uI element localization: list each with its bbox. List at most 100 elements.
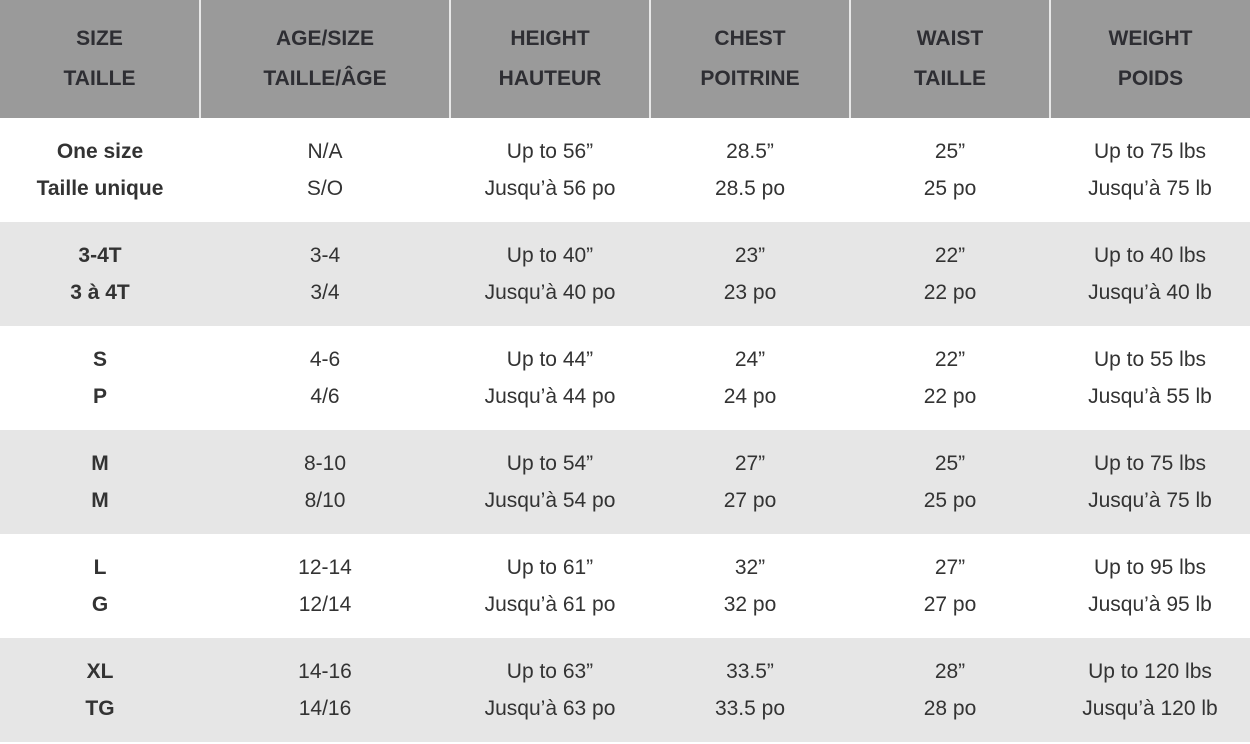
cell-en: Up to 40” xyxy=(506,244,594,267)
cell-en: N/A xyxy=(307,140,343,163)
cell-fr: 25 po xyxy=(923,177,977,200)
cell-en: Up to 55 lbs xyxy=(1093,348,1207,371)
cell-en: 8-10 xyxy=(303,452,347,475)
table-row: L G 12-14 12/14 Up to 61” Jusqu’à 61 po 32” 32 … xyxy=(0,534,1250,638)
cell-en: 28” xyxy=(934,660,966,683)
table-cell: 24” 24 po xyxy=(650,326,850,430)
cell-en: 22” xyxy=(934,244,966,267)
header-age-size: AGE/SIZE TAILLE/ÂGE xyxy=(199,0,450,118)
cell-fr: 33.5 po xyxy=(714,697,786,720)
cell-fr: 25 po xyxy=(923,489,977,512)
cell-fr: S/O xyxy=(306,177,344,200)
table-cell: 3-4T 3 à 4T xyxy=(0,222,200,326)
table-cell: XL TG xyxy=(0,638,200,742)
cell-fr: Jusqu’à 75 lb xyxy=(1088,177,1212,200)
cell-en: Up to 120 lbs xyxy=(1088,660,1212,683)
table-cell: Up to 75 lbs Jusqu’à 75 lb xyxy=(1050,118,1250,222)
cell-en: 25” xyxy=(934,452,966,475)
header-en: WAIST xyxy=(916,27,984,50)
table-cell: 22” 22 po xyxy=(850,222,1050,326)
cell-en: One size xyxy=(56,140,144,163)
table-cell: Up to 56” Jusqu’à 56 po xyxy=(450,118,650,222)
cell-fr: Jusqu’à 75 lb xyxy=(1088,489,1212,512)
cell-en: Up to 75 lbs xyxy=(1093,140,1207,163)
cell-fr: 23 po xyxy=(723,281,777,304)
table-cell: 28.5” 28.5 po xyxy=(650,118,850,222)
cell-en: 3-4T xyxy=(78,244,122,267)
cell-fr: 24 po xyxy=(723,385,777,408)
cell-fr: 4/6 xyxy=(310,385,340,408)
table-cell: 27” 27 po xyxy=(650,430,850,534)
table-cell: 3-4 3/4 xyxy=(200,222,450,326)
cell-fr: Jusqu’à 95 lb xyxy=(1088,593,1212,616)
cell-en: Up to 40 lbs xyxy=(1093,244,1207,267)
header-height: HEIGHT HAUTEUR xyxy=(449,0,650,118)
cell-en: 4-6 xyxy=(309,348,341,371)
cell-en: 32” xyxy=(734,556,766,579)
table-row: S P 4-6 4/6 Up to 44” Jusqu’à 44 po 24” 24 po 22… xyxy=(0,326,1250,430)
cell-fr: Jusqu’à 63 po xyxy=(484,697,616,720)
table-cell: Up to 63” Jusqu’à 63 po xyxy=(450,638,650,742)
cell-fr: TG xyxy=(85,697,115,720)
cell-en: 3-4 xyxy=(309,244,341,267)
table-body: One size Taille unique N/A S/O Up to 56” Jusq… xyxy=(0,118,1250,742)
cell-fr: M xyxy=(91,489,109,512)
table-cell: 27” 27 po xyxy=(850,534,1050,638)
header-fr: TAILLE xyxy=(914,67,986,90)
cell-fr: Jusqu’à 40 po xyxy=(484,281,616,304)
header-weight: WEIGHT POIDS xyxy=(1049,0,1250,118)
cell-fr: 8/10 xyxy=(304,489,346,512)
header-fr: HAUTEUR xyxy=(498,67,602,90)
table-row: 3-4T 3 à 4T 3-4 3/4 Up to 40” Jusqu’à 40 po 23… xyxy=(0,222,1250,326)
cell-fr: G xyxy=(91,593,109,616)
cell-en: 25” xyxy=(934,140,966,163)
cell-en: 24” xyxy=(734,348,766,371)
table-row: One size Taille unique N/A S/O Up to 56” Jusq… xyxy=(0,118,1250,222)
cell-fr: P xyxy=(92,385,107,408)
cell-en: 14-16 xyxy=(298,660,352,683)
header-row: SIZE TAILLE AGE/SIZE TAILLE/ÂGE HEIGHT HAUT… xyxy=(0,0,1250,118)
cell-fr: 14/16 xyxy=(298,697,352,720)
header-en: CHEST xyxy=(714,27,786,50)
cell-fr: Taille unique xyxy=(36,177,164,200)
table-cell: 32” 32 po xyxy=(650,534,850,638)
table-cell: Up to 120 lbs Jusqu’à 120 lb xyxy=(1050,638,1250,742)
cell-fr: Jusqu’à 61 po xyxy=(484,593,616,616)
header-size: SIZE TAILLE xyxy=(0,0,200,118)
cell-fr: 22 po xyxy=(923,385,977,408)
cell-fr: 3/4 xyxy=(310,281,340,304)
table-cell: 28” 28 po xyxy=(850,638,1050,742)
cell-en: L xyxy=(93,556,107,579)
cell-en: Up to 56” xyxy=(506,140,594,163)
cell-en: Up to 61” xyxy=(506,556,594,579)
cell-fr: Jusqu’à 40 lb xyxy=(1088,281,1212,304)
table-cell: 4-6 4/6 xyxy=(200,326,450,430)
cell-en: M xyxy=(91,452,109,475)
header-en: AGE/SIZE xyxy=(275,27,375,50)
table-cell: 25” 25 po xyxy=(850,430,1050,534)
cell-en: Up to 95 lbs xyxy=(1093,556,1207,579)
cell-en: 27” xyxy=(934,556,966,579)
table-cell: Up to 75 lbs Jusqu’à 75 lb xyxy=(1050,430,1250,534)
cell-fr: 3 à 4T xyxy=(70,281,130,304)
cell-en: 33.5” xyxy=(726,660,774,683)
cell-fr: Jusqu’à 55 lb xyxy=(1088,385,1212,408)
header-fr: POITRINE xyxy=(700,67,800,90)
header-chest: CHEST POITRINE xyxy=(649,0,850,118)
table-cell: Up to 61” Jusqu’à 61 po xyxy=(450,534,650,638)
cell-fr: Jusqu’à 120 lb xyxy=(1082,697,1218,720)
table-cell: Up to 44” Jusqu’à 44 po xyxy=(450,326,650,430)
table-cell: 25” 25 po xyxy=(850,118,1050,222)
table-cell: 8-10 8/10 xyxy=(200,430,450,534)
table-cell: 22” 22 po xyxy=(850,326,1050,430)
table-cell: Up to 54” Jusqu’à 54 po xyxy=(450,430,650,534)
cell-fr: 27 po xyxy=(923,593,977,616)
table-row: M M 8-10 8/10 Up to 54” Jusqu’à 54 po 27” 27 po… xyxy=(0,430,1250,534)
table-cell: Up to 40” Jusqu’à 40 po xyxy=(450,222,650,326)
header-en: HEIGHT xyxy=(510,27,590,50)
header-en: WEIGHT xyxy=(1108,27,1193,50)
cell-en: 27” xyxy=(734,452,766,475)
